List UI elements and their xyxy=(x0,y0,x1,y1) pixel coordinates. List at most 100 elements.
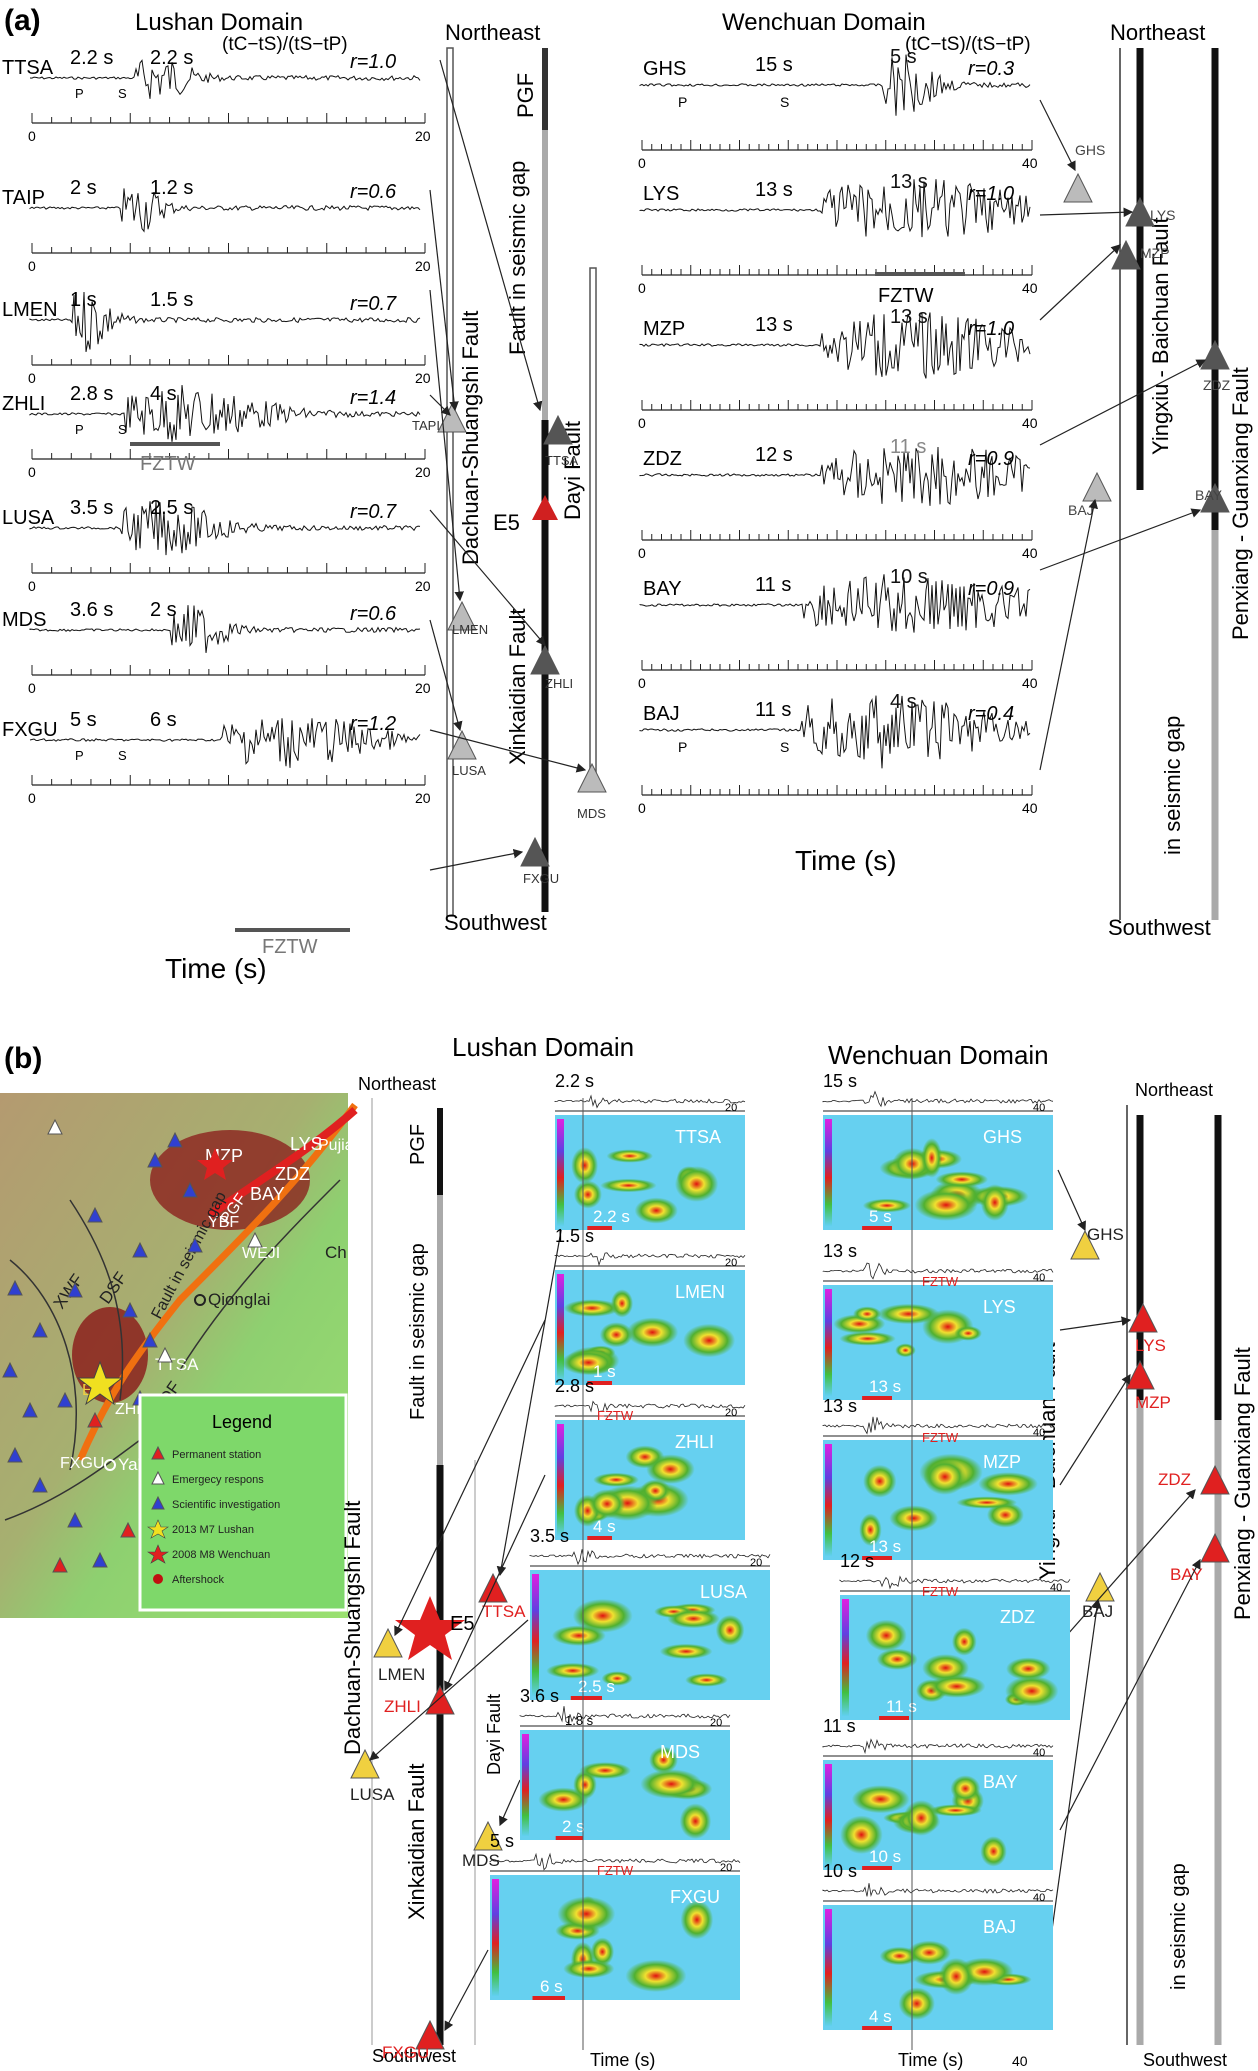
b-lushan-lusa-energy-blob xyxy=(715,1614,745,1646)
station-label-mds: MDS xyxy=(2,609,46,631)
station-marker-lmen xyxy=(447,600,477,631)
lushan-row-1-start-label: 0 xyxy=(28,128,36,144)
a-lushan-arrow-4 xyxy=(429,394,451,416)
b-lushan-ttsa-name: TTSA xyxy=(675,1127,721,1147)
a-wenchuan-arrow-6 xyxy=(1039,498,1099,771)
b-mds-extra-time: 1.8 s xyxy=(565,1713,594,1728)
b-wenchuan-bay-energy-blob xyxy=(851,1785,910,1814)
station-label-ttsa: TTSA xyxy=(2,57,54,79)
ratio-ghs: r=0.3 xyxy=(968,58,1014,80)
b-lushan-mds-energy-blob xyxy=(649,1746,678,1774)
map-station-triangle-20 xyxy=(7,1446,23,1463)
b-station-marker-label-bay: BAY xyxy=(1170,1565,1203,1584)
ratio-taip: r=0.6 xyxy=(350,181,397,203)
b-lushan-arrow-5 xyxy=(499,1779,521,1827)
b-station-marker-ghs xyxy=(1070,1229,1100,1260)
b-wenchuan-ghs-trace xyxy=(822,1090,1054,1108)
wenchuan-row-1-start-label: 0 xyxy=(638,155,646,171)
b-lushan-mds-end-tick: 20 xyxy=(710,1717,722,1729)
b-pgf-label: PGF xyxy=(407,1124,429,1165)
map-station-triangle-22 xyxy=(67,1511,83,1528)
lushan-row-4-end-label: 20 xyxy=(415,464,431,480)
p-pick: P xyxy=(678,94,687,110)
b-lushan-lusa-inner-time: 2.5 s xyxy=(578,1677,615,1696)
b-lushan-fxgu-energy-blob xyxy=(680,1900,714,1940)
b-wenchuan-bay-energy-blob xyxy=(980,1836,1007,1867)
station-label-lys: LYS xyxy=(643,183,679,205)
b-northeast-label: Northeast xyxy=(358,1074,436,1094)
ybf-fault-trace xyxy=(207,1107,358,1219)
waveform-lusa xyxy=(29,501,421,556)
b-xinkaidian-label: Xinkaidian Fault xyxy=(404,1763,429,1920)
station-label-lusa: LUSA xyxy=(2,507,55,529)
a-e5-star xyxy=(532,495,558,520)
b-wenchuan-zdz-end-tick: 40 xyxy=(1050,1582,1062,1594)
a-wenchuan-arrow-5 xyxy=(1039,508,1202,571)
s-pick: S xyxy=(118,422,127,437)
tc-label-lmen: 1.5 s xyxy=(150,289,193,311)
waveform-taip xyxy=(29,188,421,233)
map-station-triangle-2 xyxy=(147,1151,163,1168)
s-pick: S xyxy=(780,739,789,755)
ratio-fxgu: r=1.2 xyxy=(350,713,396,735)
map-station-triangle-8 xyxy=(247,1231,263,1248)
b-seismic-gap-label: Fault in seismic gap xyxy=(407,1243,429,1420)
tp-label-zdz: 12 s xyxy=(755,444,793,466)
b-e5-star xyxy=(395,1596,465,1660)
b-wenchuan-baj-energy-blob xyxy=(907,1940,951,1965)
b-wenchuan-lys-energy-blob xyxy=(895,1343,916,1358)
b-lushan-lusa-energy-blob xyxy=(659,1643,713,1660)
tc-label-lusa: 2.5 s xyxy=(150,497,193,519)
b-lushan-fxgu-energy-blob xyxy=(557,1896,616,1932)
lushan-row-4-start-label: 0 xyxy=(28,464,36,480)
map-label: Qionglai xyxy=(208,1290,270,1309)
a-lushan-arrow-3 xyxy=(429,289,464,602)
wenchuan-row-2-start-label: 0 xyxy=(638,280,646,296)
b-lushan-ttsa-colorbar xyxy=(557,1119,564,1226)
lushan-row-3-start-label: 0 xyxy=(28,370,36,386)
b-lushan-mds-energy-blob xyxy=(538,1787,589,1812)
map-label: FXGU xyxy=(60,1455,104,1472)
b-lushan-zhli-energy-blob xyxy=(593,1472,639,1487)
legend-symbol-6 xyxy=(153,1574,163,1584)
b-wenchuan-baj-top-time: 10 s xyxy=(823,1861,857,1881)
b-wenchuan-lys-inner-time: 13 s xyxy=(869,1377,901,1396)
p-pick: P xyxy=(75,422,84,437)
b-dayi-label: Dayi Fault xyxy=(484,1694,504,1775)
b-dachuan-label: Dachuan-Shuangshi Fault xyxy=(340,1501,365,1755)
wenchuan-row-2-end-label: 40 xyxy=(1022,280,1038,296)
b-wenchuan-zdz-energy-blob xyxy=(951,1627,977,1656)
map-label: LYS xyxy=(290,1134,323,1154)
lushan-row-2-end-label: 20 xyxy=(415,258,431,274)
b-wenchuan-title: Wenchuan Domain xyxy=(828,1040,1049,1070)
station-marker-label-baj: BAJ xyxy=(1068,502,1094,518)
station-label-fxgu: FXGU xyxy=(2,719,58,741)
a-lushan-station-markers: TTSA TAPI LMEN ZHLI LUSA MDS FXGU xyxy=(412,59,607,886)
b-station-marker-lmen xyxy=(373,1627,403,1658)
ratio-zdz: r=0.9 xyxy=(968,448,1014,470)
waveform-ghs xyxy=(639,54,1031,116)
lushan-row-3-end-label: 20 xyxy=(415,370,431,386)
map-station-triangle-9 xyxy=(7,1279,23,1296)
wenchuan-row-3-end-label: 40 xyxy=(1022,415,1038,431)
b-wenchuan-zdz-trace xyxy=(839,1575,1071,1590)
b-station-marker-label-ghs: GHS xyxy=(1087,1225,1124,1244)
tc-label-lys: 13 s xyxy=(890,171,928,193)
a-dayi-fault-bar xyxy=(589,267,597,779)
b-wenchuan-lys-energy-blob xyxy=(839,1331,896,1346)
b-lushan-lmen-energy-blob xyxy=(626,1317,679,1348)
b-wenchuan-mzp-energy-blob xyxy=(863,1464,897,1498)
b-lushan-zhli-name: ZHLI xyxy=(675,1432,714,1452)
b-wenchuan-bay-energy-blob xyxy=(840,1815,883,1855)
xwf-fault-trace xyxy=(9,1259,77,1471)
tp-label-mzp: 13 s xyxy=(755,314,793,336)
b-wenchuan-mzp-energy-blob xyxy=(923,1458,967,1495)
b-wenchuan-arrow-3 xyxy=(1059,1373,1131,1486)
station-marker-ghs xyxy=(1063,172,1093,203)
b-lushan-lusa-energy-blob xyxy=(546,1662,600,1679)
map-station-triangle-11 xyxy=(32,1321,48,1338)
station-marker-zdz xyxy=(1200,339,1230,370)
a-wenchuan-arrow-3 xyxy=(1039,244,1121,321)
wenchuan-time-axis-label: Time (s) xyxy=(795,845,897,876)
b-station-marker-zhli xyxy=(425,1684,455,1715)
